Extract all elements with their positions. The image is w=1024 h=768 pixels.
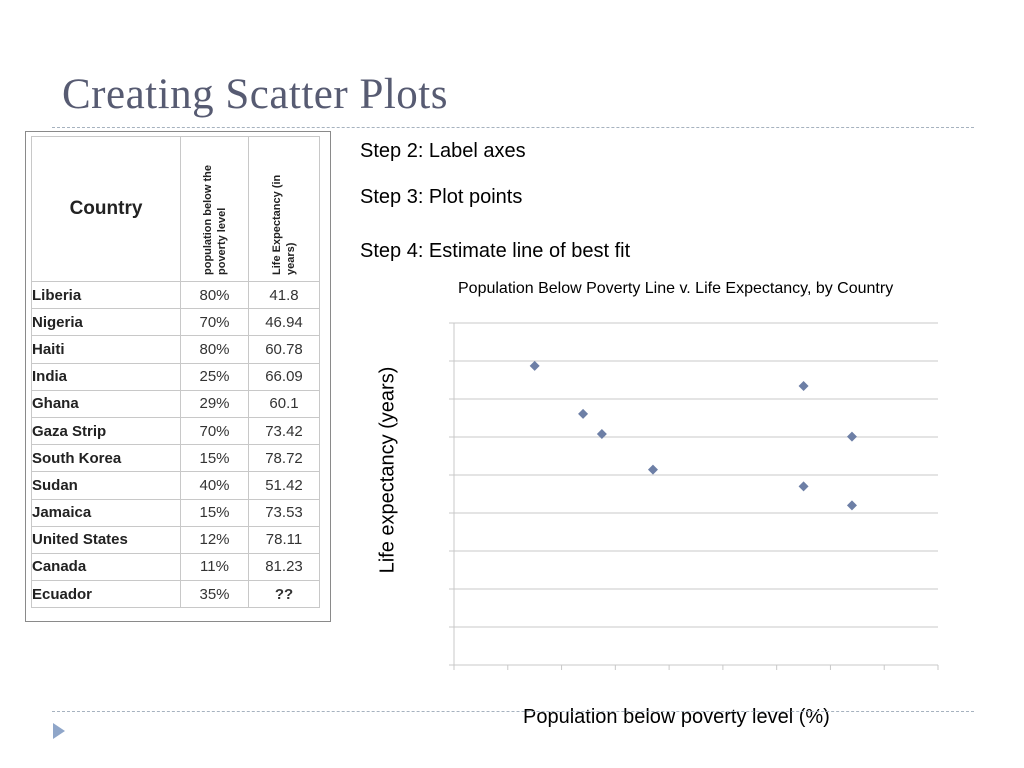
step-3-text: Step 3: Plot points <box>360 186 523 208</box>
cell-country: Ghana <box>31 389 181 418</box>
step-4-text: Step 4: Estimate line of best fit <box>360 240 631 262</box>
cell-life: 81.23 <box>248 552 320 582</box>
cell-life: 51.42 <box>248 471 320 500</box>
cell-life: 78.72 <box>248 444 320 473</box>
cell-country: Liberia <box>31 280 181 310</box>
cell-life: 46.94 <box>248 308 320 337</box>
header-poverty-text: population below the poverty level <box>201 165 228 275</box>
cell-poverty: 40% <box>180 471 249 500</box>
cell-poverty: 25% <box>180 362 249 391</box>
cell-country: Ecuador <box>31 580 181 609</box>
y-axis-label: Life expectancy (years) <box>376 366 399 574</box>
cell-poverty: 11% <box>180 552 249 582</box>
cell-country: South Korea <box>31 444 181 473</box>
chart-title: Population Below Poverty Line v. Life Ex… <box>458 280 894 297</box>
cell-poverty: 80% <box>180 280 249 310</box>
cell-life: 60.78 <box>248 335 320 364</box>
scatter-chart <box>449 322 939 670</box>
cell-life: 66.09 <box>248 362 320 391</box>
title-divider <box>52 127 974 128</box>
cell-poverty: 15% <box>180 444 249 473</box>
data-point <box>846 500 857 511</box>
country-data-table: Country population below the poverty lev… <box>31 136 320 609</box>
play-arrow-icon <box>53 723 65 739</box>
cell-poverty: 15% <box>180 498 249 527</box>
axes <box>449 322 939 670</box>
data-point <box>578 408 589 419</box>
cell-country: Gaza Strip <box>31 416 181 446</box>
step-2-text: Step 2: Label axes <box>360 140 526 162</box>
data-point <box>798 481 809 492</box>
slide-title: Creating Scatter Plots <box>62 71 448 118</box>
table-row: Liberia 80% 41.8 <box>31 280 320 310</box>
table-header-row: Country population below the poverty lev… <box>31 136 320 282</box>
table-row: Sudan 40% 51.42 <box>31 471 320 500</box>
data-point <box>846 431 857 442</box>
table-row: Gaza Strip 70% 73.42 <box>31 416 320 446</box>
table-row: Jamaica 15% 73.53 <box>31 498 320 527</box>
cell-country: Jamaica <box>31 498 181 527</box>
x-axis-label: Population below poverty level (%) <box>523 706 830 728</box>
data-points <box>529 360 857 511</box>
cell-life: 73.42 <box>248 416 320 446</box>
cell-life: 41.8 <box>248 280 320 310</box>
cell-life: ?? <box>248 580 320 609</box>
cell-poverty: 35% <box>180 580 249 609</box>
data-point <box>647 464 658 475</box>
table-row: India 25% 66.09 <box>31 362 320 391</box>
table-row: Ecuador 35%?? <box>31 580 320 609</box>
cell-poverty: 12% <box>180 525 249 554</box>
data-point <box>798 381 809 392</box>
cell-life: 78.11 <box>248 525 320 554</box>
cell-life: 73.53 <box>248 498 320 527</box>
cell-poverty: 70% <box>180 308 249 337</box>
cell-poverty: 80% <box>180 335 249 364</box>
header-life-text: Life Expectancy (in years) <box>271 174 297 275</box>
cell-country: Nigeria <box>31 308 181 337</box>
table-row: Ghana 29% 60.1 <box>31 389 320 418</box>
header-poverty: population below the poverty level <box>180 136 249 282</box>
table-row: South Korea 15% 78.72 <box>31 444 320 473</box>
table-row: Canada 11% 81.23 <box>31 552 320 582</box>
header-life-expectancy: Life Expectancy (in years) <box>248 136 320 282</box>
country-data-table-image: Country population below the poverty lev… <box>25 131 331 622</box>
footer-divider <box>52 711 974 712</box>
data-point <box>529 360 540 371</box>
cell-country: Haiti <box>31 335 181 364</box>
header-country: Country <box>31 136 181 282</box>
cell-country: United States <box>31 525 181 554</box>
table-row: Haiti 80% 60.78 <box>31 335 320 364</box>
grid-lines <box>454 322 938 628</box>
table-row: United States 12% 78.11 <box>31 525 320 554</box>
table-row: Nigeria 70% 46.94 <box>31 308 320 337</box>
cell-country: Sudan <box>31 471 181 500</box>
cell-poverty: 70% <box>180 416 249 446</box>
data-point <box>596 429 607 440</box>
cell-poverty: 29% <box>180 389 249 418</box>
cell-country: India <box>31 362 181 391</box>
cell-life: 60.1 <box>248 389 320 418</box>
cell-country: Canada <box>31 552 181 582</box>
